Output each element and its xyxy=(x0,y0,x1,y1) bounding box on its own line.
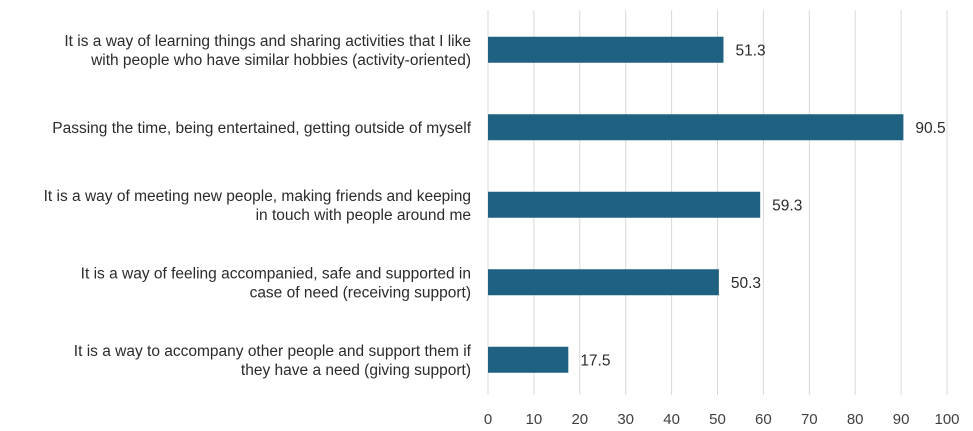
data-labels: 51.3 90.5 59.3 50.3 17.5 xyxy=(580,42,945,369)
category-label: It is a way to accompany other people an… xyxy=(74,343,472,360)
bars xyxy=(488,36,904,373)
x-tick-label: 30 xyxy=(617,411,634,428)
category-labels: It is a way of learning things and shari… xyxy=(44,33,472,379)
category-label: case of need (receiving support) xyxy=(250,284,471,301)
x-tick-label: 50 xyxy=(709,411,726,428)
x-tick-label: 100 xyxy=(934,411,959,428)
bar xyxy=(488,346,569,373)
data-label: 59.3 xyxy=(772,197,802,214)
x-tick-label: 70 xyxy=(801,411,818,428)
category-label: Passing the time, being entertained, get… xyxy=(52,120,471,137)
x-tick-label: 0 xyxy=(484,411,492,428)
category-label: It is a way of learning things and shari… xyxy=(64,33,471,50)
x-tick-label: 90 xyxy=(893,411,910,428)
category-label: in touch with people around me xyxy=(256,207,471,224)
x-tick-label: 40 xyxy=(663,411,680,428)
bar xyxy=(488,36,724,63)
data-label: 90.5 xyxy=(915,120,945,137)
category-label: It is a way of meeting new people, makin… xyxy=(44,188,471,205)
data-label: 51.3 xyxy=(735,42,765,59)
category-label: they have a need (giving support) xyxy=(241,362,471,379)
bar xyxy=(488,114,904,141)
bar xyxy=(488,269,719,296)
x-tick-label: 60 xyxy=(755,411,772,428)
x-axis-tick-labels: 0 10 20 30 40 50 60 70 80 90 100 xyxy=(484,411,960,428)
data-label: 50.3 xyxy=(731,275,761,292)
x-tick-label: 80 xyxy=(847,411,864,428)
x-tick-label: 20 xyxy=(571,411,588,428)
data-label: 17.5 xyxy=(580,352,610,369)
category-label: with people who have similar hobbies (ac… xyxy=(90,52,471,69)
bar xyxy=(488,191,761,218)
category-label: It is a way of feeling accompanied, safe… xyxy=(81,265,471,282)
x-tick-label: 10 xyxy=(526,411,543,428)
